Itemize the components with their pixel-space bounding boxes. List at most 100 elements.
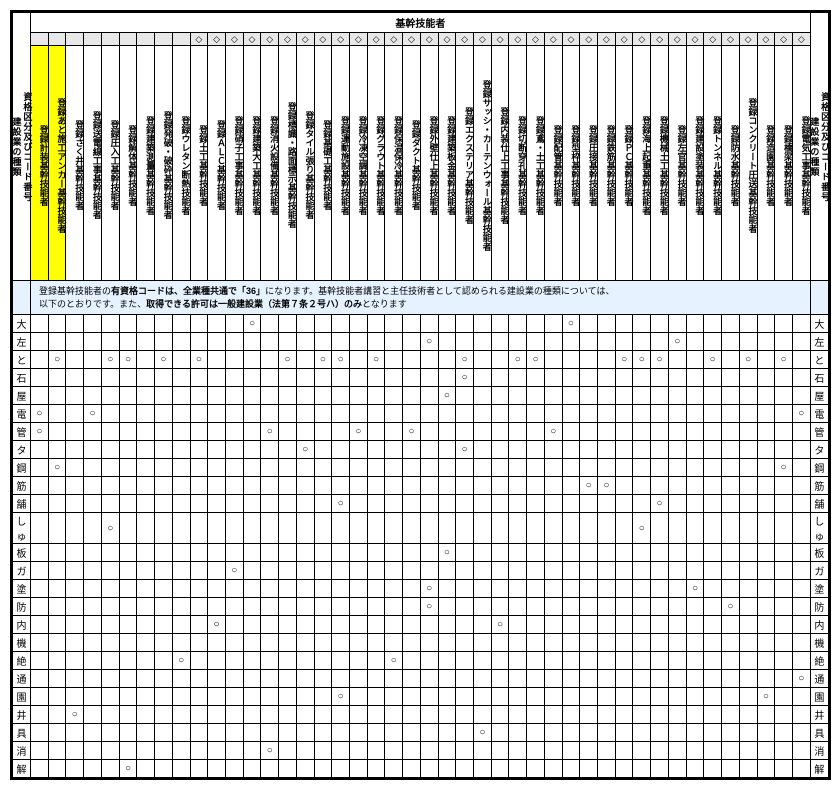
matrix-cell [757, 369, 775, 387]
row-label-left: タ [13, 441, 31, 459]
matrix-cell [615, 598, 633, 616]
matrix-cell [208, 580, 226, 598]
matrix-cell [314, 477, 332, 495]
matrix-cell [509, 742, 527, 760]
matrix-cell [48, 351, 66, 369]
qualification-matrix-table: 資格区分及びコード番号 建設業の種類 基幹技能者 資格区分及びコード番号 建設業… [10, 10, 831, 780]
matrix-cell [580, 580, 598, 598]
matrix-cell [792, 706, 810, 724]
matrix-cell [349, 652, 367, 670]
matrix-cell [775, 333, 793, 351]
matrix-cell [598, 670, 616, 688]
matrix-cell [314, 652, 332, 670]
matrix-cell [651, 423, 669, 441]
matrix-cell [739, 477, 757, 495]
matrix-cell [349, 477, 367, 495]
matrix-cell [66, 441, 84, 459]
matrix-cell [172, 315, 190, 333]
matrix-cell [739, 670, 757, 688]
matrix-cell [651, 706, 669, 724]
matrix-cell [66, 477, 84, 495]
matrix-cell [420, 670, 438, 688]
row-label-right: 舗 [810, 495, 828, 513]
matrix-cell [403, 544, 421, 562]
matrix-cell [651, 351, 669, 369]
matrix-cell [775, 670, 793, 688]
column-header: 登録圧接基幹技能者 [580, 46, 598, 281]
matrix-cell [598, 459, 616, 477]
matrix-cell [509, 387, 527, 405]
matrix-cell [314, 441, 332, 459]
matrix-cell [172, 580, 190, 598]
matrix-cell [296, 562, 314, 580]
matrix-cell [438, 580, 456, 598]
matrix-cell [668, 351, 686, 369]
matrix-cell [31, 459, 49, 477]
matrix-cell [119, 742, 137, 760]
row-label-right: 具 [810, 724, 828, 742]
matrix-cell [261, 315, 279, 333]
matrix-cell [509, 315, 527, 333]
matrix-cell [137, 706, 155, 724]
matrix-cell [651, 670, 669, 688]
matrix-cell [633, 634, 651, 652]
matrix-cell [279, 652, 297, 670]
matrix-cell [208, 459, 226, 477]
matrix-cell [704, 634, 722, 652]
table-row: 左左 [13, 333, 829, 351]
row-label-right: 鋼 [810, 459, 828, 477]
matrix-cell [208, 688, 226, 706]
matrix-cell [119, 670, 137, 688]
matrix-cell [775, 351, 793, 369]
matrix-cell [31, 562, 49, 580]
diamond-cell: ◇ [544, 33, 562, 46]
matrix-cell [31, 544, 49, 562]
matrix-cell [66, 513, 84, 544]
diamond-cell: ◇ [403, 33, 421, 46]
matrix-cell [615, 495, 633, 513]
matrix-cell [686, 423, 704, 441]
matrix-cell [279, 760, 297, 778]
matrix-body: 大大左左とと石石屋屋電電管管タタ鋼鋼筋筋舗舗しゅしゅ板板ガガ塗塗防防内内機機絶絶… [13, 315, 829, 778]
matrix-cell [155, 441, 173, 459]
matrix-cell [296, 634, 314, 652]
matrix-cell [31, 405, 49, 423]
row-label-left: 電 [13, 405, 31, 423]
matrix-cell [119, 634, 137, 652]
matrix-cell [314, 369, 332, 387]
matrix-cell [367, 580, 385, 598]
matrix-cell [225, 688, 243, 706]
matrix-cell [509, 598, 527, 616]
matrix-cell [668, 459, 686, 477]
matrix-cell [84, 634, 102, 652]
matrix-cell [668, 387, 686, 405]
diamond-cell: ◇ [509, 33, 527, 46]
matrix-cell [686, 333, 704, 351]
matrix-cell [527, 670, 545, 688]
matrix-cell [474, 634, 492, 652]
matrix-cell [722, 495, 740, 513]
table-row: 管管 [13, 423, 829, 441]
matrix-cell [137, 598, 155, 616]
matrix-cell [456, 562, 474, 580]
matrix-cell [279, 423, 297, 441]
matrix-cell [668, 580, 686, 598]
matrix-cell [633, 616, 651, 634]
matrix-cell [474, 351, 492, 369]
matrix-cell [119, 616, 137, 634]
matrix-cell [48, 724, 66, 742]
column-header: 登録建設塗装基幹技能者 [686, 46, 704, 281]
matrix-cell [615, 351, 633, 369]
matrix-cell [651, 724, 669, 742]
matrix-cell [137, 724, 155, 742]
table-row: 内内 [13, 616, 829, 634]
matrix-cell [491, 513, 509, 544]
matrix-cell [491, 616, 509, 634]
matrix-cell [314, 351, 332, 369]
matrix-cell [527, 634, 545, 652]
matrix-cell [438, 616, 456, 634]
matrix-cell [792, 459, 810, 477]
matrix-cell [527, 387, 545, 405]
matrix-cell [722, 405, 740, 423]
matrix-cell [296, 315, 314, 333]
